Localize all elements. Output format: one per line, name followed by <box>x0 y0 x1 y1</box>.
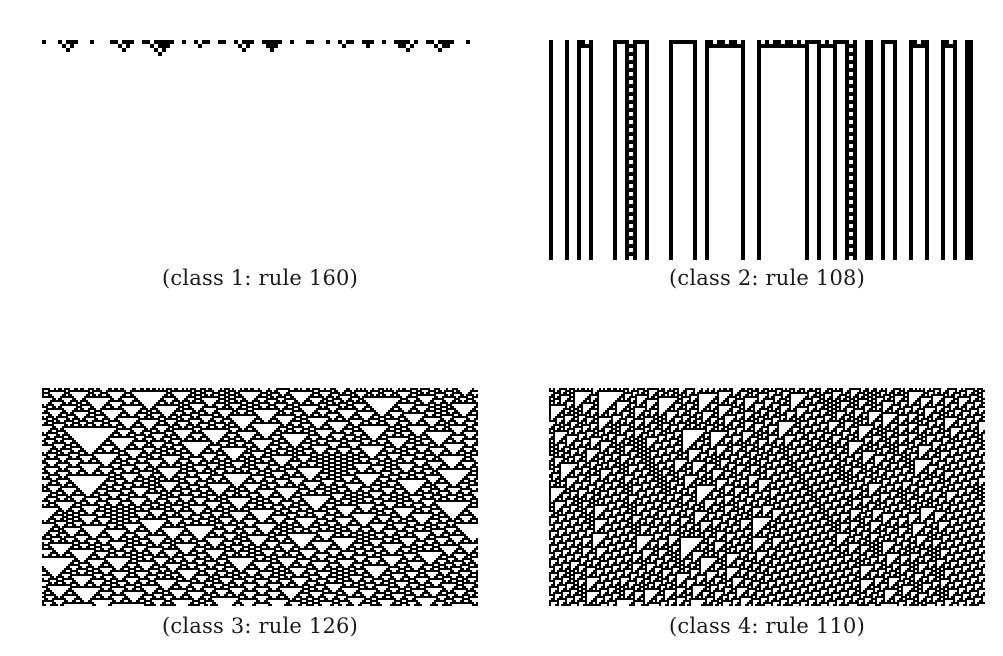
rule-126-evolution-canvas <box>42 388 478 606</box>
rule-110-caption: (class 4: rule 110) <box>669 614 865 638</box>
rule-110-evolution-canvas <box>549 388 985 606</box>
rule-108-evolution-canvas <box>549 40 985 260</box>
rule-160-evolution-canvas <box>42 40 478 260</box>
rule-110-automaton <box>549 388 985 606</box>
rule-126-caption: (class 3: rule 126) <box>162 614 358 638</box>
rule-126-automaton <box>42 388 478 606</box>
rule-160-automaton <box>42 40 478 260</box>
rule-108-automaton <box>549 40 985 260</box>
rule-108-caption: (class 2: rule 108) <box>669 266 865 290</box>
rule-160-caption: (class 1: rule 160) <box>162 266 358 290</box>
